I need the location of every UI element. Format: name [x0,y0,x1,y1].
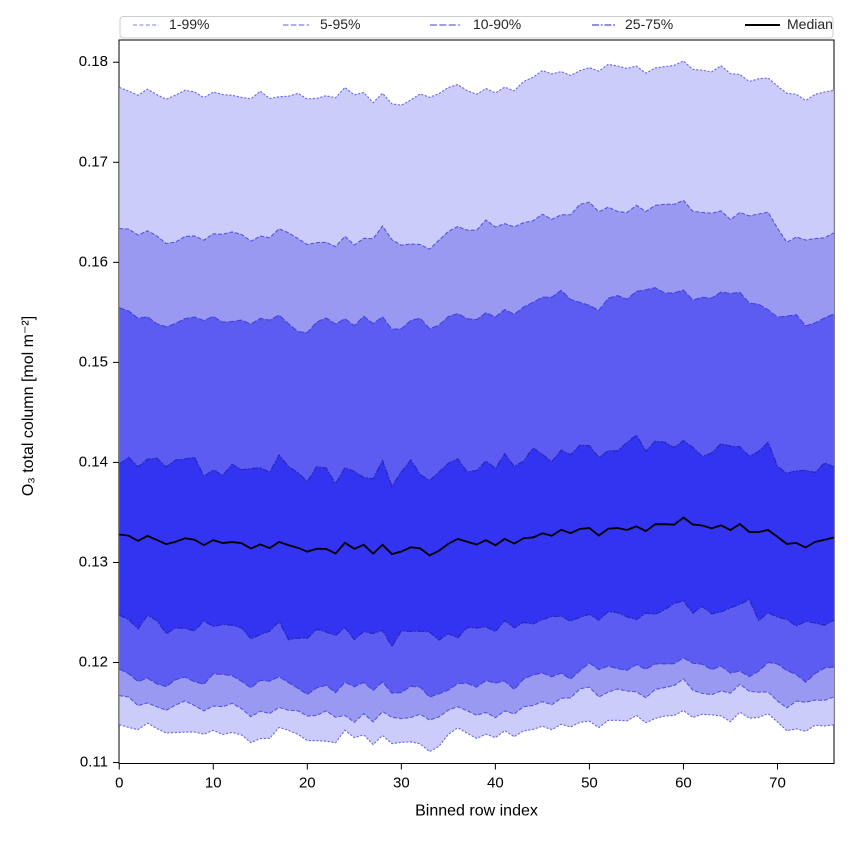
svg-text:50: 50 [581,775,598,792]
svg-text:0.17: 0.17 [79,153,108,170]
svg-text:25-75%: 25-75% [625,16,673,32]
svg-text:0.13: 0.13 [79,553,108,570]
svg-text:1-99%: 1-99% [169,16,209,32]
svg-text:0.14: 0.14 [79,453,108,470]
svg-text:10: 10 [205,775,222,792]
svg-text:20: 20 [299,775,316,792]
svg-text:0.16: 0.16 [79,253,108,270]
svg-text:70: 70 [769,775,786,792]
svg-text:Binned row index: Binned row index [415,803,538,820]
svg-text:30: 30 [393,775,410,792]
svg-text:10-90%: 10-90% [473,16,521,32]
svg-text:0: 0 [115,775,123,792]
svg-text:0.11: 0.11 [80,754,108,771]
svg-text:O₃ total column [mol m⁻²]: O₃ total column [mol m⁻²] [20,316,37,496]
svg-text:40: 40 [487,775,504,792]
svg-text:60: 60 [675,775,692,792]
svg-text:0.12: 0.12 [79,654,108,671]
svg-text:5-95%: 5-95% [320,16,360,32]
svg-text:0.18: 0.18 [79,53,108,70]
svg-text:Median: Median [787,16,833,32]
svg-text:0.15: 0.15 [79,353,108,370]
